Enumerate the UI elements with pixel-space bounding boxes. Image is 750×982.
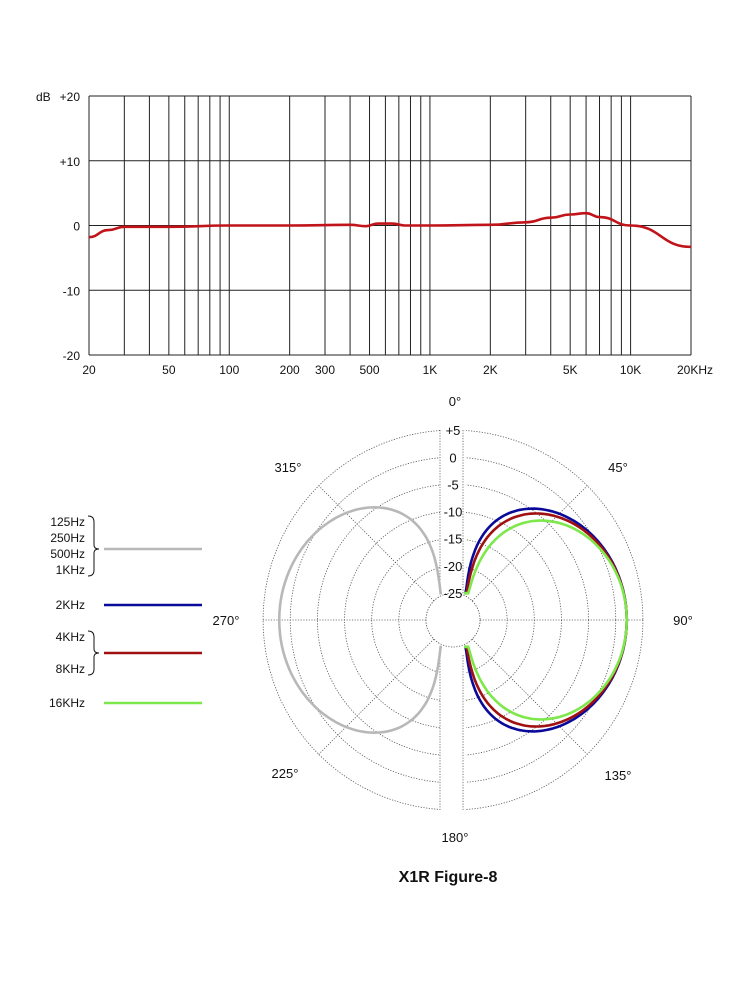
polar-legend: 125Hz 250Hz 500Hz 1KHz 2KHz 4KHz 8KHz 16KHz	[49, 515, 202, 710]
legend-label: 1KHz	[56, 563, 85, 577]
legend-label: 4KHz	[56, 630, 85, 644]
y-tick-label: +10	[60, 155, 81, 169]
angle-label: 225°	[272, 766, 299, 781]
polar-spoke	[471, 485, 588, 602]
y-tick-label: +20	[60, 90, 81, 104]
legend-label: 8KHz	[56, 662, 85, 676]
r-tick-label: +5	[446, 423, 461, 438]
y-tick-label: -10	[63, 284, 81, 298]
angle-label: 135°	[605, 768, 632, 783]
polar-pattern-chart: +5 0 -5 -10 -15 -20 -25 0° 45° 90° 135° 180° 225° 270…	[213, 394, 693, 845]
angle-label: 45°	[608, 460, 628, 475]
x-tick-label: 10K	[620, 363, 641, 377]
polar-spoke	[318, 485, 435, 602]
legend-label: 500Hz	[50, 547, 85, 561]
r-tick-label: -10	[444, 505, 463, 520]
x-tick-label: 5K	[563, 363, 578, 377]
polar-series-125hz-250hz-500hz-1khz	[278, 505, 442, 735]
x-tick-label: 2K	[483, 363, 498, 377]
legend-brace	[87, 630, 100, 676]
x-tick-label: 300	[315, 363, 335, 377]
x-tick-label: 500	[360, 363, 380, 377]
y-tick-label: 0	[73, 220, 80, 234]
x-tick-label: 200	[280, 363, 300, 377]
polar-series-16khz	[464, 519, 629, 721]
legend-label: 250Hz	[50, 531, 85, 545]
r-tick-label: -5	[447, 477, 459, 492]
angle-label: 90°	[673, 613, 693, 628]
x-tick-label: 100	[219, 363, 239, 377]
angle-label: 315°	[275, 460, 302, 475]
r-tick-label: 0	[449, 450, 456, 465]
r-tick-label: -20	[444, 559, 463, 574]
polar-spoke	[318, 638, 435, 755]
y-axis-label: dB	[36, 90, 51, 104]
r-tick-label: -15	[444, 532, 463, 547]
frequency-response-line	[88, 211, 692, 249]
legend-label: 16KHz	[49, 696, 85, 710]
legend-brace	[87, 515, 100, 577]
r-tick-label: -25	[444, 586, 463, 601]
polar-title: X1R Figure-8	[399, 869, 498, 886]
x-tick-label: 50	[162, 363, 176, 377]
x-tick-label: 20	[82, 363, 96, 377]
angle-label: 270°	[213, 613, 240, 628]
y-tick-label: -20	[63, 349, 81, 363]
angle-label: 0°	[449, 394, 461, 409]
x-tick-label: 20KHz	[677, 363, 713, 377]
x-tick-label: 1K	[423, 363, 438, 377]
frequency-response-chart: +20 +10 0 -10 -20 dB 20 50 100 200 300 500 1K 2K 5K 10K…	[36, 90, 713, 377]
legend-label: 2KHz	[56, 598, 85, 612]
legend-label: 125Hz	[50, 515, 85, 529]
polar-center	[425, 592, 481, 648]
polar-spoke	[471, 638, 588, 755]
angle-label: 180°	[442, 830, 469, 845]
